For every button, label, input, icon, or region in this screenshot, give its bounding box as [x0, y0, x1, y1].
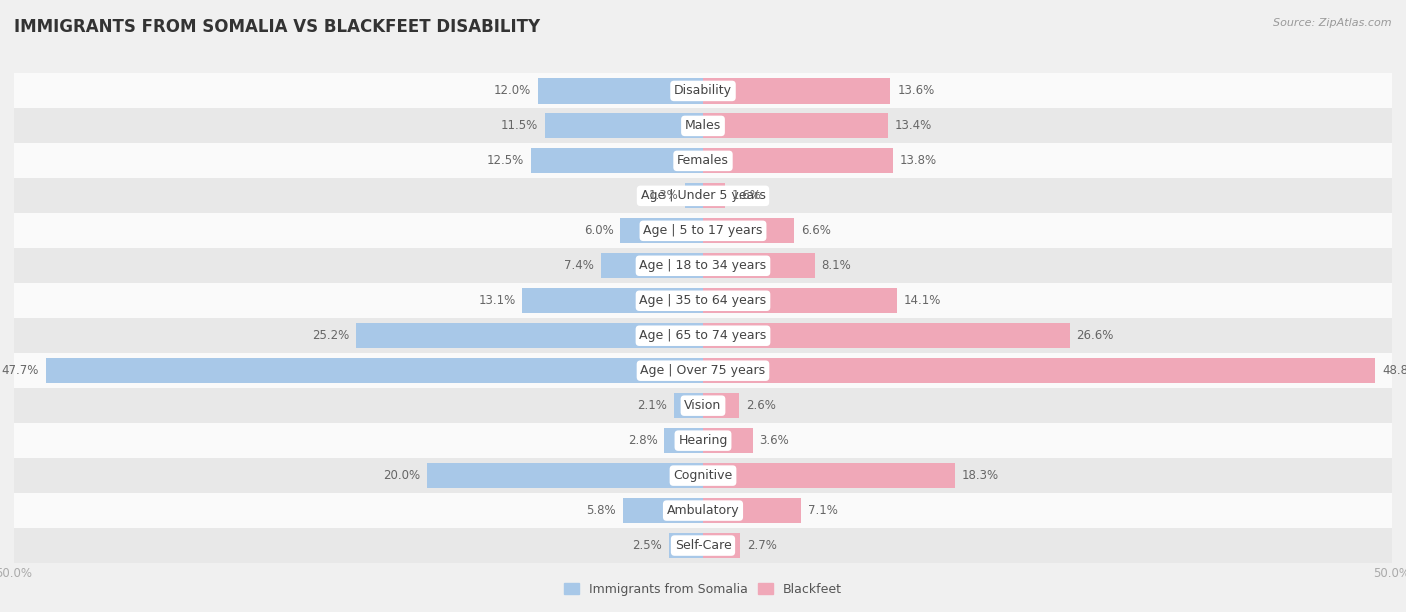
- Text: 48.8%: 48.8%: [1382, 364, 1406, 377]
- Bar: [14, 493, 1392, 528]
- Bar: [703, 358, 1375, 383]
- Text: 26.6%: 26.6%: [1077, 329, 1114, 342]
- Bar: [14, 178, 1392, 214]
- Text: Disability: Disability: [673, 84, 733, 97]
- Text: Source: ZipAtlas.com: Source: ZipAtlas.com: [1274, 18, 1392, 28]
- Text: 12.0%: 12.0%: [494, 84, 531, 97]
- Bar: [427, 463, 703, 488]
- Text: Females: Females: [678, 154, 728, 167]
- Bar: [544, 113, 703, 138]
- Text: 13.1%: 13.1%: [478, 294, 516, 307]
- Bar: [620, 218, 703, 244]
- Text: Age | 5 to 17 years: Age | 5 to 17 years: [644, 225, 762, 237]
- Text: Age | 65 to 74 years: Age | 65 to 74 years: [640, 329, 766, 342]
- Bar: [703, 463, 955, 488]
- Bar: [14, 248, 1392, 283]
- Text: 6.0%: 6.0%: [583, 225, 613, 237]
- Text: 5.8%: 5.8%: [586, 504, 616, 517]
- Text: 25.2%: 25.2%: [312, 329, 349, 342]
- Bar: [14, 458, 1392, 493]
- Bar: [703, 288, 897, 313]
- Text: Age | Over 75 years: Age | Over 75 years: [641, 364, 765, 377]
- Bar: [14, 73, 1392, 108]
- Bar: [14, 143, 1392, 178]
- Bar: [356, 323, 703, 348]
- Bar: [703, 498, 801, 523]
- Text: 7.4%: 7.4%: [564, 259, 595, 272]
- Bar: [703, 78, 890, 103]
- Bar: [14, 214, 1392, 248]
- Bar: [46, 358, 703, 383]
- Bar: [703, 533, 740, 558]
- Bar: [685, 183, 703, 209]
- Bar: [703, 393, 738, 418]
- Bar: [703, 113, 887, 138]
- Text: 2.5%: 2.5%: [631, 539, 662, 552]
- Text: 13.4%: 13.4%: [894, 119, 932, 132]
- Bar: [665, 428, 703, 453]
- Bar: [669, 533, 703, 558]
- Text: 1.6%: 1.6%: [733, 189, 762, 203]
- Text: 6.6%: 6.6%: [801, 225, 831, 237]
- Text: 12.5%: 12.5%: [486, 154, 524, 167]
- Text: 7.1%: 7.1%: [807, 504, 838, 517]
- Text: 13.6%: 13.6%: [897, 84, 935, 97]
- Bar: [531, 148, 703, 173]
- Text: 2.6%: 2.6%: [745, 399, 776, 412]
- Text: 14.1%: 14.1%: [904, 294, 942, 307]
- Text: Vision: Vision: [685, 399, 721, 412]
- Bar: [523, 288, 703, 313]
- Bar: [14, 283, 1392, 318]
- Bar: [14, 108, 1392, 143]
- Text: Age | 18 to 34 years: Age | 18 to 34 years: [640, 259, 766, 272]
- Text: 2.1%: 2.1%: [637, 399, 668, 412]
- Bar: [703, 428, 752, 453]
- Text: 18.3%: 18.3%: [962, 469, 1000, 482]
- Bar: [703, 148, 893, 173]
- Bar: [14, 353, 1392, 388]
- Bar: [623, 498, 703, 523]
- Text: Males: Males: [685, 119, 721, 132]
- Bar: [14, 388, 1392, 423]
- Bar: [703, 218, 794, 244]
- Bar: [600, 253, 703, 278]
- Bar: [537, 78, 703, 103]
- Text: 1.3%: 1.3%: [648, 189, 678, 203]
- Text: 2.7%: 2.7%: [747, 539, 778, 552]
- Text: Age | 35 to 64 years: Age | 35 to 64 years: [640, 294, 766, 307]
- Text: IMMIGRANTS FROM SOMALIA VS BLACKFEET DISABILITY: IMMIGRANTS FROM SOMALIA VS BLACKFEET DIS…: [14, 18, 540, 36]
- Text: Cognitive: Cognitive: [673, 469, 733, 482]
- Text: 11.5%: 11.5%: [501, 119, 537, 132]
- Bar: [703, 323, 1070, 348]
- Bar: [14, 528, 1392, 563]
- Text: Hearing: Hearing: [678, 434, 728, 447]
- Text: 47.7%: 47.7%: [1, 364, 39, 377]
- Bar: [673, 393, 703, 418]
- Text: Self-Care: Self-Care: [675, 539, 731, 552]
- Text: 13.8%: 13.8%: [900, 154, 938, 167]
- Bar: [14, 423, 1392, 458]
- Text: 20.0%: 20.0%: [384, 469, 420, 482]
- Text: Ambulatory: Ambulatory: [666, 504, 740, 517]
- Text: 2.8%: 2.8%: [628, 434, 658, 447]
- Bar: [703, 183, 725, 209]
- Legend: Immigrants from Somalia, Blackfeet: Immigrants from Somalia, Blackfeet: [560, 578, 846, 601]
- Text: Age | Under 5 years: Age | Under 5 years: [641, 189, 765, 203]
- Bar: [14, 318, 1392, 353]
- Bar: [703, 253, 814, 278]
- Text: 3.6%: 3.6%: [759, 434, 789, 447]
- Text: 8.1%: 8.1%: [821, 259, 851, 272]
